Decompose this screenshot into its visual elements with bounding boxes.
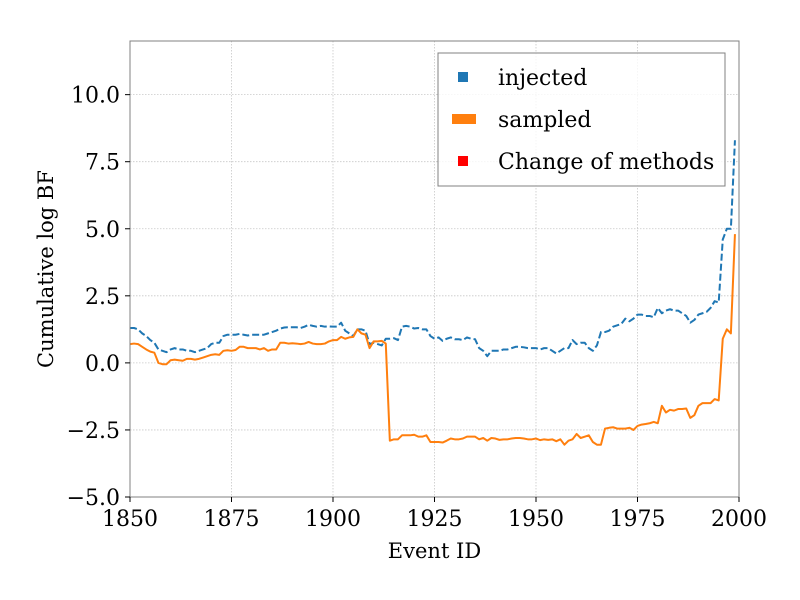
y-tick-label: 5.0 [85, 218, 120, 243]
x-axis-label: Event ID [388, 539, 481, 563]
y-tick-label: 10.0 [71, 84, 120, 109]
y-tick-label: −2.5 [67, 419, 120, 444]
x-tick-label: 1875 [204, 507, 260, 532]
legend: injected sampled Change of methods [437, 52, 726, 187]
legend-marker-1 [452, 114, 476, 124]
legend-label-0: injected [498, 66, 587, 91]
y-tick-label: 2.5 [85, 285, 120, 310]
x-tick-label: 1975 [610, 507, 666, 532]
y-tick-label: −5.0 [67, 486, 120, 511]
legend-box [437, 52, 726, 187]
y-tick-label: 0.0 [85, 352, 120, 377]
series-line-injected [130, 140, 736, 358]
series-layer [129, 140, 736, 446]
legend-marker-0 [458, 72, 468, 82]
x-tick-label: 2000 [711, 507, 767, 532]
x-tick-label: 1850 [102, 507, 158, 532]
series-line-sampled [129, 234, 736, 446]
y-axis-label: Cumulative log BF [34, 170, 58, 368]
legend-marker-2 [458, 156, 468, 166]
y-tick-label: 7.5 [85, 151, 120, 176]
ticks: 1850 1875 1900 1925 1950 1975 2000 −5.0 −2.5 0.0 2… [67, 84, 767, 532]
legend-label-2: Change of methods [498, 150, 714, 175]
x-tick-label: 1950 [508, 507, 564, 532]
legend-label-1: sampled [498, 108, 592, 133]
x-tick-label: 1900 [305, 507, 361, 532]
x-tick-label: 1925 [407, 507, 463, 532]
